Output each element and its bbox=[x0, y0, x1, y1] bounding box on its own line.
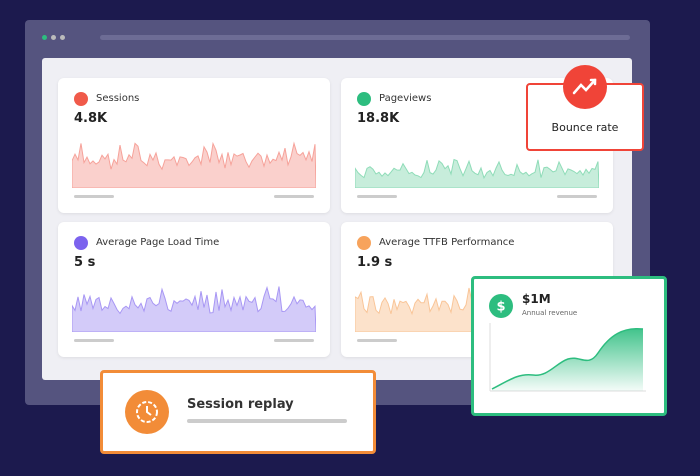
axis-label-placeholder bbox=[557, 195, 597, 198]
axis-label-placeholder bbox=[74, 339, 114, 342]
sparkline-area bbox=[72, 141, 316, 188]
window-dot bbox=[60, 35, 65, 40]
card-value: 1.9 s bbox=[357, 255, 393, 270]
axis-label-placeholder bbox=[357, 195, 397, 198]
sparkline-area bbox=[355, 158, 599, 188]
address-bar bbox=[100, 35, 630, 40]
sparkline bbox=[355, 158, 599, 188]
sparkline-area bbox=[72, 285, 316, 332]
card-value: 18.8K bbox=[357, 111, 400, 126]
bounce-label: Bounce rate bbox=[551, 121, 619, 134]
sparkline bbox=[72, 285, 316, 332]
replay-popup: Session replay bbox=[100, 370, 376, 454]
bounce-icon bbox=[563, 65, 607, 109]
revenue-icon: $ bbox=[489, 294, 513, 318]
revenue-label: Annual revenue bbox=[522, 309, 578, 317]
metric-card: Average Page Load Time 5 s bbox=[58, 222, 330, 357]
card-title: Pageviews bbox=[379, 93, 432, 104]
axis-label-placeholder bbox=[357, 339, 397, 342]
card-title: Average Page Load Time bbox=[96, 237, 220, 248]
card-icon bbox=[74, 236, 88, 250]
card-icon bbox=[357, 92, 371, 106]
window-dot bbox=[42, 35, 47, 40]
axis-label-placeholder bbox=[274, 195, 314, 198]
card-icon bbox=[357, 236, 371, 250]
metric-card: Sessions 4.8K bbox=[58, 78, 330, 213]
svg-text:$: $ bbox=[496, 300, 505, 315]
revenue-value: $1M bbox=[522, 292, 551, 306]
card-value: 5 s bbox=[74, 255, 96, 270]
card-title: Average TTFB Performance bbox=[379, 237, 515, 248]
card-title: Sessions bbox=[96, 93, 140, 104]
replay-subtitle-placeholder bbox=[187, 419, 347, 423]
revenue-chart bbox=[489, 323, 646, 392]
sparkline bbox=[72, 141, 316, 188]
card-icon bbox=[74, 92, 88, 106]
replay-icon bbox=[125, 390, 169, 434]
revenue-popup: $ $1M Annual revenue bbox=[471, 276, 667, 416]
card-value: 4.8K bbox=[74, 111, 108, 126]
axis-label-placeholder bbox=[74, 195, 114, 198]
window-dot bbox=[51, 35, 56, 40]
bounce-popup: Bounce rate bbox=[526, 65, 644, 151]
axis-label-placeholder bbox=[274, 339, 314, 342]
replay-title: Session replay bbox=[187, 397, 294, 412]
